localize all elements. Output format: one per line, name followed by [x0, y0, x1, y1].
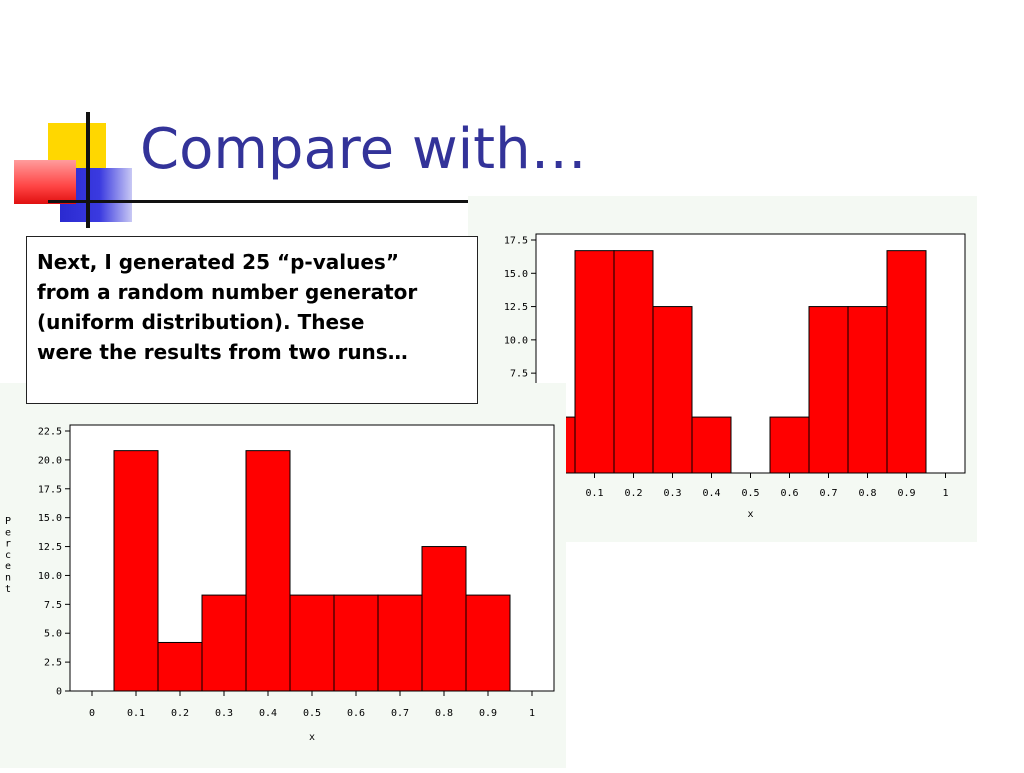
- y-tick-label: 15.0: [504, 269, 528, 280]
- y-tick-label: 12.5: [504, 302, 528, 313]
- x-tick-label: 0.4: [259, 708, 277, 719]
- y-tick-label: 15.0: [38, 513, 62, 524]
- x-tick-label: 0.3: [215, 708, 233, 719]
- histogram-bar: [245, 450, 291, 692]
- y-tick-label: 10.0: [504, 335, 528, 346]
- x-tick-label: 0.5: [741, 488, 759, 499]
- slide-title: Compare with…: [140, 117, 587, 182]
- x-tick-label: 0.7: [819, 488, 837, 499]
- decor-horizontal-line: [48, 200, 478, 203]
- x-axis-title: x: [747, 509, 753, 520]
- decor-red-square: [14, 160, 76, 204]
- y-tick-label: 7.5: [510, 369, 528, 380]
- x-tick-label: 0.6: [347, 708, 365, 719]
- histogram-bar: [769, 416, 810, 474]
- histogram-bar: [847, 306, 888, 474]
- x-tick-label: 0.4: [702, 488, 720, 499]
- x-tick-label: 0.7: [391, 708, 409, 719]
- description-text-box: Next, I generated 25 “p-values” from a r…: [26, 236, 478, 404]
- x-tick-label: 0.5: [303, 708, 321, 719]
- x-tick-label: 0: [89, 708, 95, 719]
- y-tick-label: 17.5: [38, 484, 62, 495]
- x-tick-label: 0.8: [858, 488, 876, 499]
- x-tick-label: 0.9: [897, 488, 915, 499]
- description-line: Next, I generated 25 “p-values”: [37, 250, 399, 274]
- y-tick-label: 22.5: [38, 427, 62, 438]
- x-tick-label: 1: [942, 488, 948, 499]
- y-tick-label: 10.0: [38, 571, 62, 582]
- x-tick-label: 0.3: [663, 488, 681, 499]
- histogram-bar: [652, 306, 693, 474]
- histogram-bar: [201, 594, 247, 692]
- histogram-run-1: 02.55.07.510.012.515.017.500.10.20.30.40…: [504, 233, 966, 520]
- histogram-run-2: 0 2.5 5.0 7.5 10.0 12.5 15.0 17.5 20.0 22.5 0 0.1 0.…: [5, 424, 555, 743]
- histogram-panel-run-1: 02.55.07.510.012.515.017.500.10.20.30.40…: [468, 196, 977, 542]
- x-tick-label: 0.1: [127, 708, 145, 719]
- histogram-bar: [421, 546, 467, 692]
- histogram-panel-run-2: 0 2.5 5.0 7.5 10.0 12.5 15.0 17.5 20.0 22.5 0 0.1 0.…: [0, 383, 566, 768]
- y-tick-label: 7.5: [44, 600, 62, 611]
- x-tick-label: 0.2: [624, 488, 642, 499]
- y-tick-label: 2.5: [44, 658, 62, 669]
- histogram-bar: [113, 450, 159, 692]
- histogram-bar: [465, 594, 511, 692]
- y-tick-label: 17.5: [504, 236, 528, 247]
- histogram-bar: [886, 250, 927, 474]
- description-line: from a random number generator: [37, 280, 418, 304]
- description-line: were the results from two runs…: [37, 340, 408, 364]
- x-tick-label: 0.6: [780, 488, 798, 499]
- histogram-bar: [289, 594, 335, 692]
- histogram-bar: [808, 306, 849, 474]
- description-line: (uniform distribution). These: [37, 310, 365, 334]
- x-tick-label: 0.2: [171, 708, 189, 719]
- x-tick-label: 0.1: [585, 488, 603, 499]
- x-axis-title: x: [309, 732, 315, 743]
- histogram-bar: [574, 250, 615, 474]
- y-tick-label: 12.5: [38, 542, 62, 553]
- y-tick-label: 5.0: [44, 629, 62, 640]
- histogram-bar: [377, 594, 423, 692]
- x-tick-label: 1: [529, 708, 535, 719]
- y-tick-label: 20.0: [38, 455, 62, 466]
- x-tick-label: 0.9: [479, 708, 497, 719]
- decor-vertical-line: [86, 112, 90, 228]
- histogram-bar: [157, 641, 203, 692]
- y-tick-label: 0: [56, 687, 62, 698]
- histogram-bar: [333, 594, 379, 692]
- x-tick-label: 0.8: [435, 708, 453, 719]
- histogram-bar: [613, 250, 654, 474]
- histogram-bar: [691, 416, 732, 474]
